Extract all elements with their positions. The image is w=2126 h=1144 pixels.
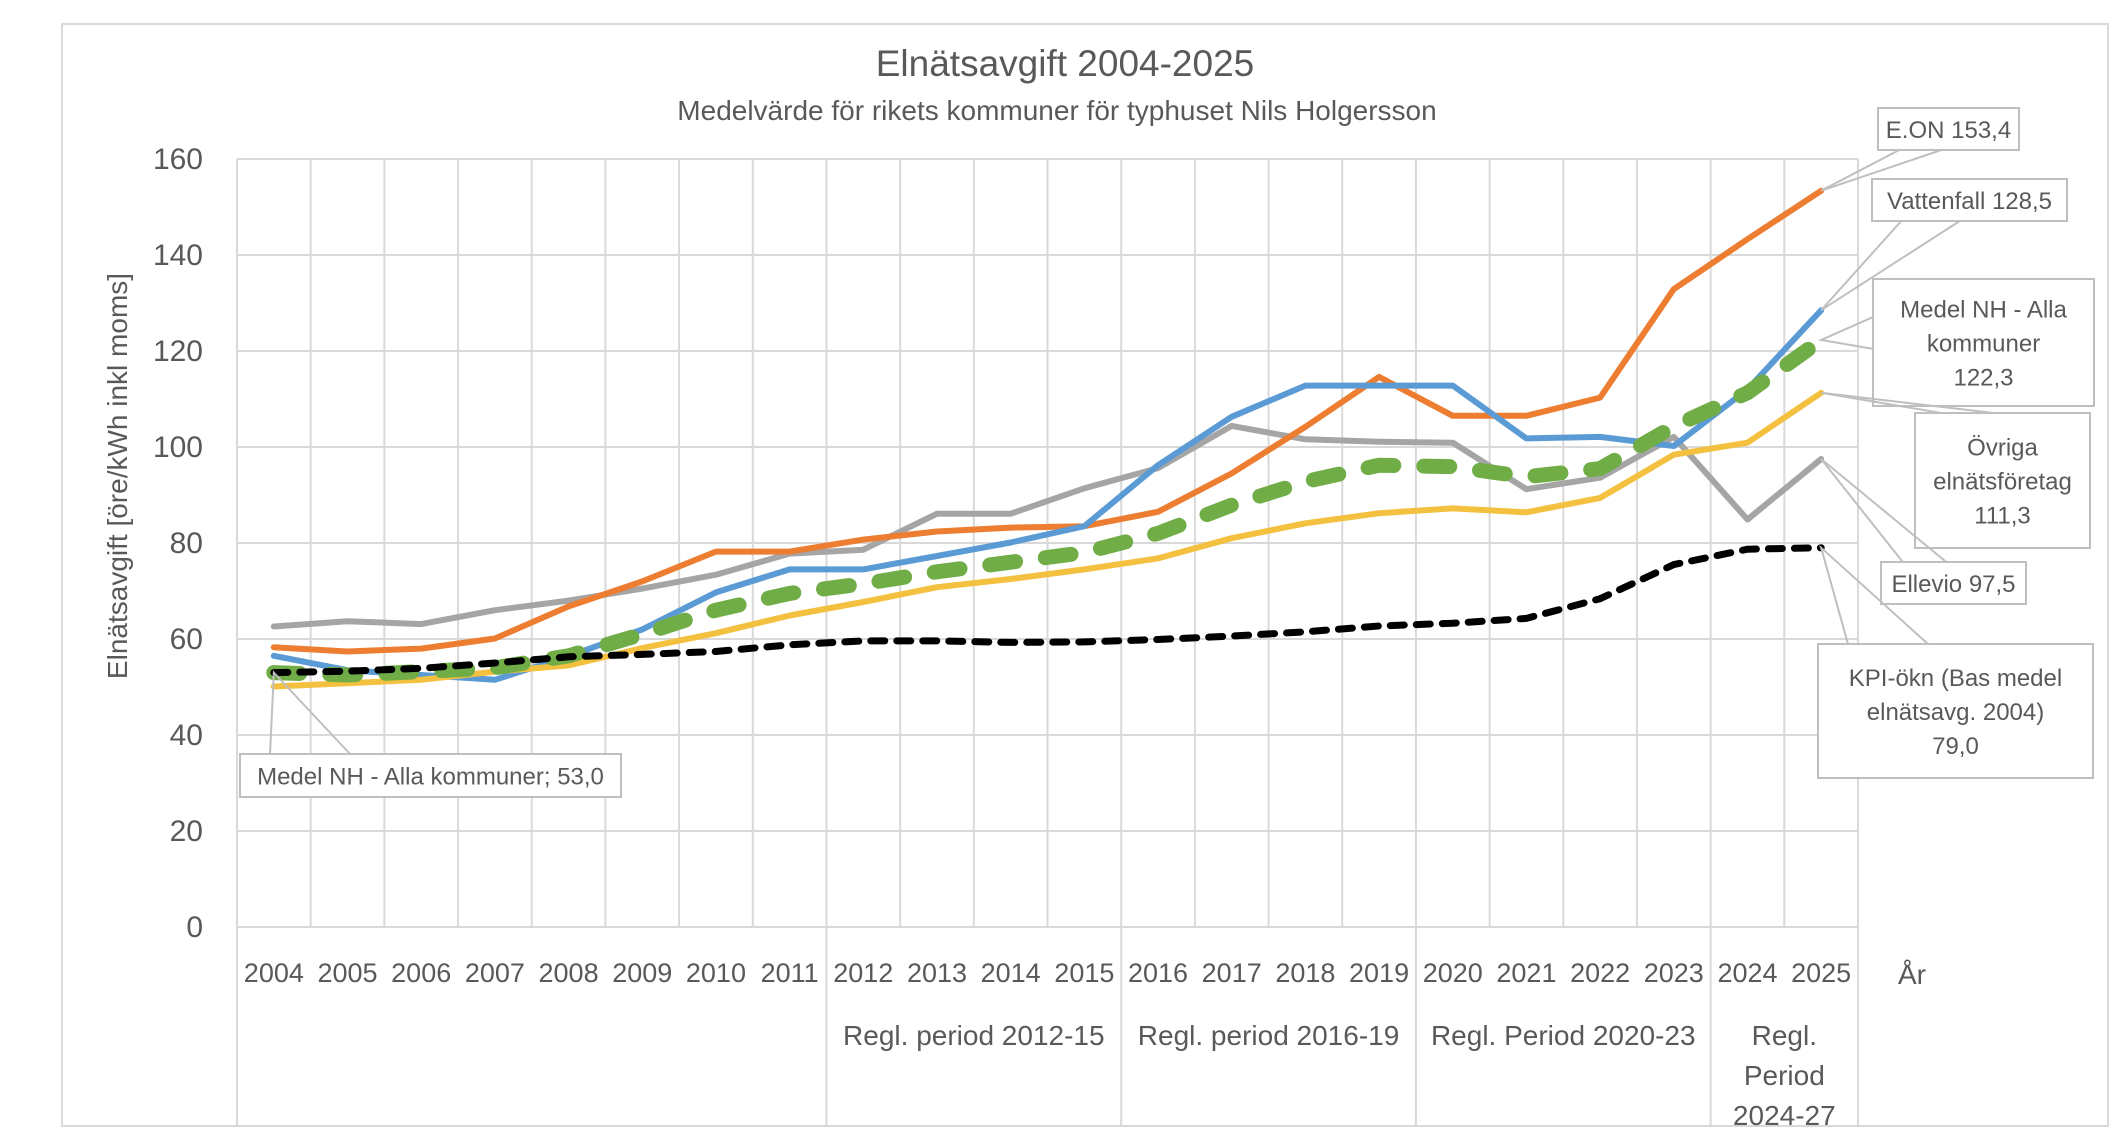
y-axis-title: Elnätsavgift [öre/kWh inkl moms] [102, 273, 133, 679]
y-tick-label: 20 [170, 815, 203, 848]
x-axis-title: År [1898, 959, 1926, 990]
callout-ellevio: Ellevio 97,5 [1820, 458, 2027, 605]
chart-area [61, 23, 2109, 1127]
callout-text: Medel NH - Alla [1900, 297, 2067, 324]
gridlines [236, 158, 1859, 928]
series-line-ellevio [270, 422, 1825, 630]
x-tick-label: 2017 [1202, 958, 1262, 988]
x-tick-label: 2005 [317, 958, 377, 988]
callout-text: Ellevio 97,5 [1891, 571, 2015, 598]
period-label: Regl. period 2012-15 [843, 1020, 1105, 1051]
callout-box [239, 753, 622, 798]
series-line--vriga-eln-tsf-retag [270, 389, 1825, 690]
callout-box [1872, 278, 2095, 407]
series-line-kpi-kn-bas-medel-eln-tsavg-2004- [270, 544, 1825, 677]
callout-leader [269, 670, 351, 755]
x-axis-ticks: 2004 2005 2006 2007 2008 2009 2010 2011 2012 2013… [244, 958, 1851, 988]
y-tick-label: 100 [153, 431, 203, 464]
x-tick-label: 2008 [539, 958, 599, 988]
callout-text: Övriga [1967, 435, 2038, 462]
callout-leader [1820, 220, 1961, 312]
callout-text: Vattenfall 128,5 [1887, 188, 2052, 215]
callout-box [1914, 412, 2091, 549]
callout-text: 122,3 [1953, 365, 2013, 392]
callout-box [1877, 107, 2020, 151]
y-tick-label: 40 [170, 719, 203, 752]
x-tick-label: 2013 [907, 958, 967, 988]
y-axis-ticks: 0 20 40 60 80 100 120 140 160 [153, 143, 203, 944]
x-axis-category-table [236, 927, 1859, 1126]
x-tick-label: 2021 [1496, 958, 1556, 988]
callout-leader [1820, 149, 1942, 192]
x-tick-label: 2011 [761, 958, 819, 988]
x-tick-label: 2023 [1644, 958, 1704, 988]
callout-text: 111,3 [1974, 503, 2031, 530]
callout-leader [1819, 544, 1929, 645]
y-tick-label: 160 [153, 143, 203, 176]
chart-title: Elnätsavgift 2004-2025 [876, 43, 1255, 84]
y-tick-label: 60 [170, 623, 203, 656]
callout-medel-end: Medel NH - Alla kommuner 122,3 [1817, 278, 2095, 407]
series-lines [266, 187, 1829, 690]
callout-text: E.ON 153,4 [1886, 117, 2011, 144]
series-line-medel-nh-alla-kommuner [266, 332, 1829, 683]
x-tick-label: 2025 [1791, 958, 1851, 988]
x-tick-label: 2014 [981, 958, 1041, 988]
callout-eon: E.ON 153,4 [1820, 107, 2020, 192]
callout-leader [1820, 458, 1947, 563]
regulation-period-labels: Regl. period 2012-15 Regl. period 2016-19… [843, 1020, 1836, 1131]
period-label: Regl. [1752, 1020, 1817, 1051]
series-line-e-on [270, 187, 1825, 655]
x-tick-label: 2016 [1128, 958, 1188, 988]
callout-text: elnätsföretag [1933, 469, 2072, 496]
callout-text: Medel NH - Alla kommuner; 53,0 [257, 764, 604, 791]
data-label-callouts: E.ON 153,4 Vattenfall 128,5 Medel NH - All… [239, 107, 2095, 798]
period-label: Regl. period 2016-19 [1138, 1020, 1400, 1051]
callout-kpi: KPI-ökn (Bas medel elnätsavg. 2004) 79,0 [1817, 544, 2094, 779]
period-label: Period [1744, 1060, 1825, 1091]
chart-subtitle: Medelvärde för rikets kommuner för typhu… [677, 95, 1436, 126]
x-tick-label: 2022 [1570, 958, 1630, 988]
callout-text: elnätsavg. 2004) [1867, 699, 2044, 726]
callout-box [1880, 561, 2027, 605]
callout-leader [1817, 316, 1874, 350]
y-tick-label: 80 [170, 527, 203, 560]
x-tick-label: 2019 [1349, 958, 1409, 988]
x-tick-label: 2004 [244, 958, 304, 988]
callout-ovriga: Övriga elnätsföretag 111,3 [1820, 391, 2091, 549]
callout-medel-start: Medel NH - Alla kommuner; 53,0 [239, 670, 622, 798]
period-label: Regl. Period 2020-23 [1431, 1020, 1696, 1051]
x-tick-label: 2007 [465, 958, 525, 988]
callout-box [1817, 643, 2094, 779]
x-tick-label: 2024 [1717, 958, 1777, 988]
callout-box [1871, 178, 2068, 222]
x-tick-label: 2012 [833, 958, 893, 988]
y-tick-label: 120 [153, 335, 203, 368]
callout-leader [1820, 391, 1994, 414]
x-tick-label: 2009 [612, 958, 672, 988]
callout-text: 79,0 [1932, 733, 1979, 760]
x-tick-label: 2018 [1275, 958, 1335, 988]
x-tick-label: 2015 [1054, 958, 1114, 988]
callout-text: KPI-ökn (Bas medel [1849, 665, 2062, 692]
x-tick-label: 2006 [391, 958, 451, 988]
period-label: 2024-27 [1733, 1100, 1836, 1131]
callout-text: kommuner [1927, 331, 2040, 358]
x-tick-label: 2010 [686, 958, 746, 988]
x-tick-label: 2020 [1423, 958, 1483, 988]
y-tick-label: 140 [153, 239, 203, 272]
callout-vattenfall: Vattenfall 128,5 [1820, 178, 2068, 312]
y-tick-label: 0 [186, 911, 203, 944]
